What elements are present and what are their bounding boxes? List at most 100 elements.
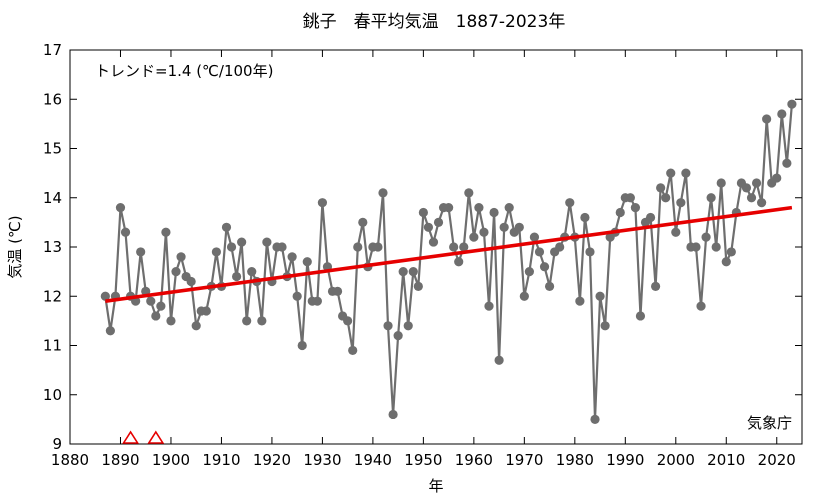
x-tick-label: 1940	[354, 451, 392, 469]
y-tick-label: 12	[43, 287, 62, 305]
data-point	[787, 99, 797, 109]
x-tick-label: 2020	[758, 451, 796, 469]
data-point	[166, 316, 176, 326]
data-point	[484, 301, 494, 311]
data-point	[514, 222, 524, 232]
x-axis: 1880 1890 1900 1910 1920 1930 1940 1950 1960 1970…	[51, 50, 796, 469]
data-point	[716, 178, 726, 188]
data-point	[565, 198, 575, 208]
data-point	[777, 109, 787, 119]
data-point	[630, 203, 641, 213]
data-point	[741, 183, 752, 193]
data-point	[656, 183, 666, 193]
data-point	[312, 296, 322, 306]
data-point	[494, 355, 504, 365]
data-point	[474, 203, 484, 213]
x-axis-label: 年	[428, 477, 443, 495]
data-point	[100, 291, 110, 301]
x-tick-label: 1990	[606, 451, 644, 469]
data-point	[418, 207, 428, 218]
data-point	[297, 340, 307, 351]
data-point	[262, 237, 272, 247]
data-point	[772, 173, 782, 183]
data-point	[120, 227, 131, 237]
data-point	[146, 296, 156, 306]
data-point	[115, 203, 126, 213]
data-point	[539, 262, 550, 272]
trend-label: トレンド=1.4 (℃/100年)	[95, 62, 273, 80]
data-point	[428, 237, 439, 247]
y-tick-label: 11	[43, 337, 62, 355]
data-point	[651, 281, 661, 291]
data-point	[151, 311, 161, 321]
station-change-triangle	[122, 430, 140, 444]
x-tick-label: 2000	[657, 451, 695, 469]
trend-line-group	[105, 205, 793, 303]
x-tick-label: 1890	[101, 451, 139, 469]
y-axis-label: 気温 (℃)	[6, 215, 24, 278]
data-point	[136, 247, 146, 257]
data-point	[600, 321, 610, 331]
data-point	[580, 212, 590, 223]
x-tick-label: 1950	[404, 451, 442, 469]
data-point	[393, 331, 403, 341]
data-point	[746, 193, 757, 203]
station-change-markers	[122, 430, 165, 444]
data-point	[544, 281, 555, 291]
y-tick-label: 17	[43, 41, 62, 59]
data-point	[721, 257, 731, 267]
x-tick-label: 1970	[505, 451, 543, 469]
x-tick-label: 1980	[556, 451, 594, 469]
data-point	[378, 188, 388, 198]
data-point	[671, 227, 681, 237]
data-point	[762, 114, 772, 124]
data-point	[499, 222, 509, 232]
data-point	[358, 217, 368, 227]
data-point	[555, 242, 565, 252]
data-point	[449, 242, 459, 252]
y-tick-label: 14	[43, 189, 62, 207]
data-point	[383, 321, 393, 331]
data-point	[433, 217, 444, 227]
data-point	[287, 252, 297, 262]
data-point	[444, 203, 454, 213]
data-point	[156, 301, 166, 311]
y-tick-label: 10	[43, 386, 62, 404]
data-point	[615, 207, 625, 218]
x-tick-label: 1960	[455, 451, 493, 469]
data-point	[504, 203, 514, 213]
data-point	[403, 321, 413, 331]
data-point	[661, 193, 671, 203]
data-point	[529, 232, 540, 242]
data-point	[317, 198, 328, 208]
data-point	[237, 237, 247, 247]
data-point	[595, 291, 605, 301]
data-point	[191, 321, 201, 331]
credit-label: 気象庁	[747, 414, 792, 432]
y-tick-label: 16	[43, 90, 62, 108]
data-point	[751, 178, 762, 188]
x-tick-label: 1880	[51, 451, 89, 469]
data-point	[247, 267, 257, 277]
data-point	[454, 257, 464, 267]
data-point	[408, 267, 418, 277]
data-point	[585, 247, 595, 257]
data-point	[524, 267, 534, 277]
data-point	[343, 316, 353, 326]
data-point	[464, 188, 474, 198]
data-point	[353, 242, 363, 252]
data-point	[676, 198, 686, 208]
data-point	[257, 316, 267, 326]
series-line	[104, 104, 793, 420]
data-point	[469, 232, 479, 242]
data-point	[782, 158, 792, 168]
y-tick-label: 13	[43, 238, 62, 256]
data-point	[201, 306, 211, 316]
x-tick-label: 2010	[707, 451, 745, 469]
x-tick-label: 1930	[303, 451, 341, 469]
data-point	[519, 291, 529, 301]
data-point	[691, 242, 701, 252]
data-point	[398, 267, 408, 277]
data-point	[757, 198, 767, 208]
